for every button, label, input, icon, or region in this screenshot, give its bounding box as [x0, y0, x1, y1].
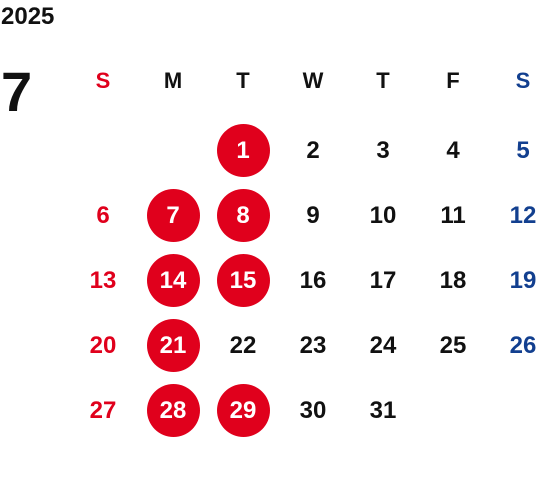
day-number: 22 [229, 331, 257, 359]
calendar-day[interactable]: 18 [418, 248, 488, 313]
highlighted-day-number: 14 [146, 254, 200, 307]
calendar-day[interactable]: 3 [348, 118, 418, 183]
calendar-day[interactable]: 23 [278, 313, 348, 378]
highlighted-day-number: 7 [146, 189, 200, 242]
calendar-day[interactable]: 22 [208, 313, 278, 378]
day-number: 6 [96, 201, 110, 229]
calendar-day[interactable]: 30 [278, 378, 348, 443]
calendar-day[interactable]: 7 [138, 183, 208, 248]
highlighted-day-number: 1 [216, 124, 270, 177]
calendar-day[interactable]: 27 [68, 378, 138, 443]
calendar-day[interactable]: 16 [278, 248, 348, 313]
weekday-header-row: S M T W T F S [68, 64, 548, 98]
day-number: 10 [369, 201, 397, 229]
calendar-day[interactable]: 13 [68, 248, 138, 313]
day-number [77, 124, 130, 177]
day-number: 23 [299, 331, 327, 359]
day-number: 26 [509, 331, 537, 359]
weekday-thursday: T [376, 68, 390, 93]
weekday-monday: M [163, 68, 183, 93]
calendar-empty-cell [138, 118, 208, 183]
day-number: 2 [306, 136, 320, 164]
calendar-day-grid: 1 2 3 4 5 6 7 8 9 10 11 12 13 14 15 16 17 18 19 20 21 22 23 24 2… [68, 118, 548, 443]
calendar-day[interactable]: 8 [208, 183, 278, 248]
day-number: 19 [509, 266, 537, 294]
calendar-day[interactable]: 15 [208, 248, 278, 313]
weekday-friday: F [446, 68, 460, 93]
day-number: 17 [369, 266, 397, 294]
calendar-day[interactable]: 25 [418, 313, 488, 378]
highlighted-day-number: 29 [216, 384, 270, 437]
day-number: 9 [306, 201, 320, 229]
day-number: 27 [89, 396, 117, 424]
calendar-day[interactable]: 21 [138, 313, 208, 378]
calendar-day[interactable]: 1 [208, 118, 278, 183]
calendar-day[interactable]: 5 [488, 118, 548, 183]
calendar-day[interactable]: 4 [418, 118, 488, 183]
day-number: 4 [446, 136, 460, 164]
calendar-day[interactable]: 26 [488, 313, 548, 378]
calendar-day[interactable]: 28 [138, 378, 208, 443]
day-number: 18 [439, 266, 467, 294]
weekday-saturday: S [515, 68, 531, 93]
calendar-day[interactable]: 9 [278, 183, 348, 248]
day-number: 5 [516, 136, 530, 164]
highlighted-day-number: 8 [216, 189, 270, 242]
day-number: 3 [376, 136, 390, 164]
calendar-month: 7 [1, 60, 33, 123]
weekday-sunday: S [95, 68, 111, 93]
calendar-day[interactable]: 2 [278, 118, 348, 183]
weekday-wednesday: W [302, 68, 324, 93]
day-number: 25 [439, 331, 467, 359]
calendar-day[interactable]: 20 [68, 313, 138, 378]
calendar-empty-cell [68, 118, 138, 183]
day-number: 20 [89, 331, 117, 359]
day-number [147, 124, 200, 177]
weekday-tuesday: T [236, 68, 250, 93]
day-number: 13 [89, 266, 117, 294]
day-number: 12 [509, 201, 537, 229]
day-number: 11 [440, 201, 466, 229]
calendar-day[interactable]: 14 [138, 248, 208, 313]
calendar-day[interactable]: 11 [418, 183, 488, 248]
calendar-day[interactable]: 12 [488, 183, 548, 248]
calendar-day[interactable]: 10 [348, 183, 418, 248]
calendar-day[interactable]: 19 [488, 248, 548, 313]
calendar-day[interactable]: 6 [68, 183, 138, 248]
day-number: 31 [369, 396, 397, 424]
highlighted-day-number: 21 [146, 319, 200, 372]
highlighted-day-number: 28 [146, 384, 200, 437]
calendar-day[interactable]: 24 [348, 313, 418, 378]
calendar-day[interactable]: 31 [348, 378, 418, 443]
day-number: 30 [299, 396, 327, 424]
highlighted-day-number: 15 [216, 254, 270, 307]
calendar-year: 2025 [1, 3, 55, 30]
day-number: 24 [369, 331, 397, 359]
day-number: 16 [299, 266, 327, 294]
calendar-day[interactable]: 17 [348, 248, 418, 313]
calendar-day[interactable]: 29 [208, 378, 278, 443]
